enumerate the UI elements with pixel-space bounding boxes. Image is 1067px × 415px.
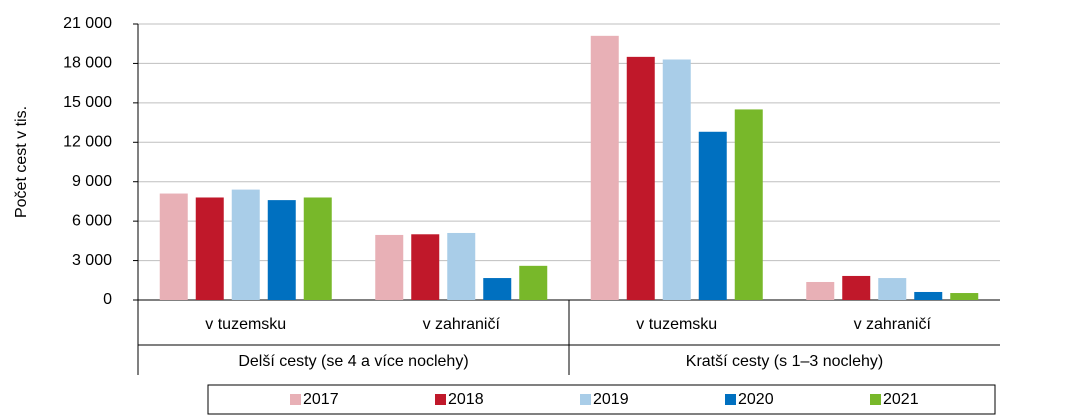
y-tick-label: 6 000 — [72, 212, 112, 229]
x-tick-label: v tuzemsku — [205, 316, 286, 333]
bar — [519, 265, 548, 300]
bar — [590, 35, 619, 300]
legend-box — [207, 384, 996, 415]
bar — [411, 234, 440, 300]
bar — [303, 197, 332, 300]
bar — [914, 291, 943, 300]
x-tick-label: v zahraničí — [854, 316, 932, 333]
legend-label: 2019 — [593, 391, 629, 408]
legend-swatch — [580, 394, 591, 405]
bar — [950, 293, 979, 300]
y-tick-label: 18 000 — [63, 55, 112, 72]
bar — [483, 278, 512, 300]
legend-swatch — [435, 394, 446, 405]
bar — [662, 59, 691, 300]
bar — [159, 193, 188, 300]
group-label: Delší cesty (se 4 a více noclehy) — [238, 353, 468, 370]
legend-label: 2018 — [448, 391, 484, 408]
x-tick-label: v zahraničí — [423, 316, 501, 333]
bar — [375, 234, 404, 300]
bar — [878, 278, 907, 300]
bar — [447, 232, 476, 300]
bar — [734, 109, 763, 300]
bar — [626, 56, 655, 300]
x-tick-label: v tuzemsku — [636, 316, 717, 333]
legend-label: 2021 — [883, 391, 919, 408]
bar — [231, 189, 260, 300]
bar — [842, 275, 871, 300]
legend-swatch — [725, 394, 736, 405]
legend-swatch — [290, 394, 301, 405]
y-axis-label: Počet cest v tis. — [13, 106, 30, 218]
bar — [195, 197, 224, 300]
y-tick-label: 3 000 — [72, 252, 112, 269]
legend-label: 2020 — [738, 391, 774, 408]
legend-label: 2017 — [303, 391, 339, 408]
bar — [267, 200, 296, 300]
bar — [806, 281, 835, 300]
y-tick-label: 15 000 — [63, 94, 112, 111]
y-tick-label: 9 000 — [72, 173, 112, 190]
bar — [698, 131, 727, 300]
legend-swatch — [870, 394, 881, 405]
group-label: Kratší cesty (s 1–3 noclehy) — [686, 353, 883, 370]
y-tick-label: 12 000 — [63, 134, 112, 151]
y-tick-label: 21 000 — [63, 15, 112, 32]
y-tick-label: 0 — [103, 291, 112, 308]
